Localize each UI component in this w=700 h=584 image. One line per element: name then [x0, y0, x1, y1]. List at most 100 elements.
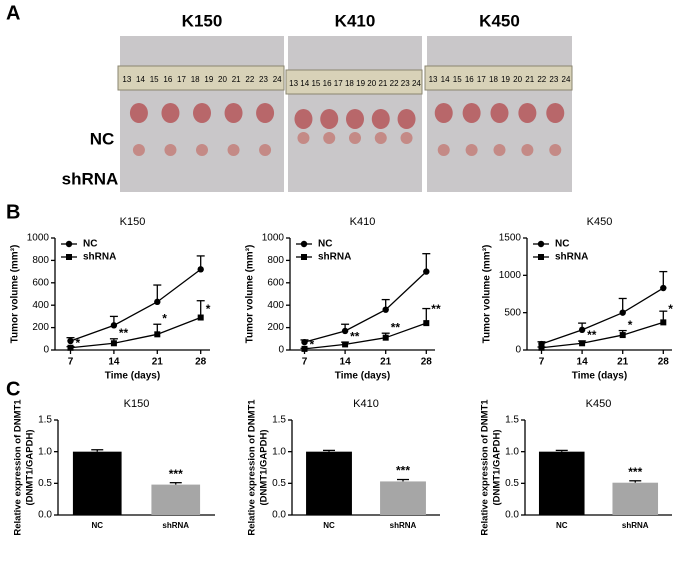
y-tick-label: 0.0: [38, 510, 52, 521]
tumor: [434, 103, 453, 123]
y-axis-label: Tumor volume (mm³): [245, 245, 256, 344]
y-tick-label: 0.0: [505, 510, 519, 521]
significance: *: [628, 318, 633, 332]
ruler-label: 18: [345, 79, 354, 88]
ruler-label: 14: [136, 75, 145, 84]
x-tick-label: NC: [323, 521, 335, 530]
data-point: [67, 344, 74, 351]
ruler-label: 23: [401, 79, 410, 88]
tumor: [546, 103, 565, 123]
ruler-label: 24: [412, 79, 421, 88]
data-point: [197, 314, 204, 321]
ruler-label: 21: [525, 75, 534, 84]
data-point: [197, 266, 204, 273]
tumor: [346, 109, 364, 129]
tumor: [129, 103, 148, 123]
data-point: [579, 340, 586, 347]
ruler-label: 16: [465, 75, 474, 84]
ruler-label: 15: [150, 75, 159, 84]
ruler-label: 13: [122, 75, 131, 84]
data-point: [341, 327, 349, 335]
bar: [612, 482, 659, 515]
legend-label: NC: [83, 239, 97, 250]
y-tick-label: 0: [43, 345, 49, 356]
ruler-label: 22: [537, 75, 546, 84]
data-point: [301, 345, 308, 352]
ruler-label: 17: [477, 75, 486, 84]
legend-label: NC: [555, 239, 569, 250]
y-axis-label: Relative expression of DNMT1: [247, 399, 258, 536]
tumor: [349, 132, 361, 144]
data-point: [619, 309, 626, 316]
x-tick-label: 21: [617, 357, 629, 368]
tumor: [465, 144, 478, 156]
ruler-label: 16: [163, 75, 172, 84]
panel-label: A: [6, 2, 20, 24]
ruler: [117, 65, 285, 91]
legend-marker: [66, 254, 72, 260]
ruler-label: 13: [289, 79, 298, 88]
x-tick-label: 14: [340, 357, 352, 368]
data-point: [423, 320, 430, 327]
data-point: [67, 337, 74, 345]
tumor: [490, 103, 509, 123]
ruler-label: 14: [441, 75, 450, 84]
data-point: [342, 341, 349, 348]
y-tick-label: 0: [278, 345, 284, 356]
ruler-label: 17: [177, 75, 186, 84]
y-tick-label: 1500: [499, 233, 522, 244]
ruler-label: 20: [513, 75, 522, 84]
tumor: [323, 132, 336, 144]
series-line: [541, 321, 664, 349]
significance: *: [162, 311, 167, 325]
y-axis-label: (DNMT1/GAPDH): [25, 430, 36, 506]
y-tick-label: 800: [267, 255, 284, 266]
data-point: [660, 319, 667, 326]
bar: [538, 451, 585, 515]
data-point: [578, 326, 586, 334]
x-tick-label: shRNA: [162, 521, 189, 530]
y-tick-label: 1000: [27, 233, 50, 244]
ruler-label: 19: [204, 75, 213, 84]
tumor: [259, 144, 272, 156]
y-tick-label: 1.0: [505, 446, 519, 457]
y-tick-label: 0.0: [272, 510, 286, 521]
x-tick-label: 14: [108, 357, 120, 368]
significance: ***: [396, 464, 410, 478]
ruler-label: 22: [390, 79, 399, 88]
x-tick-label: 14: [577, 357, 589, 368]
tumor: [462, 103, 481, 123]
series-line: [541, 287, 664, 345]
y-tick-label: 400: [267, 300, 284, 311]
significance: *: [668, 302, 673, 316]
tumor: [400, 132, 413, 144]
data-point: [538, 344, 545, 351]
x-tick-label: NC: [91, 521, 103, 530]
tumor: [161, 103, 180, 123]
chart-title: K450: [586, 398, 612, 410]
y-axis-label: Relative expression of DNMT1: [480, 399, 491, 536]
y-tick-label: 1.0: [272, 446, 286, 457]
significance: ***: [628, 465, 642, 479]
y-axis-label: Tumor volume (mm³): [482, 245, 493, 344]
x-tick-label: 28: [195, 357, 207, 368]
ruler-label: 23: [259, 75, 268, 84]
ruler-label: 19: [356, 79, 365, 88]
tumor: [256, 103, 275, 123]
x-tick-label: 7: [302, 357, 308, 368]
legend-label: shRNA: [555, 252, 588, 263]
tumor: [437, 144, 450, 156]
bar: [380, 481, 426, 515]
panel-label: C: [6, 378, 20, 400]
panel-label: B: [6, 201, 20, 223]
data-point: [110, 340, 117, 347]
y-tick-label: 1000: [262, 233, 285, 244]
tumor: [227, 144, 240, 156]
tumor: [521, 144, 534, 156]
ruler-label: 15: [453, 75, 462, 84]
data-point: [382, 334, 389, 341]
x-tick-label: NC: [556, 521, 568, 530]
legend-marker: [65, 240, 73, 248]
y-axis-label: Relative expression of DNMT1: [13, 399, 24, 536]
data-point: [154, 331, 161, 338]
